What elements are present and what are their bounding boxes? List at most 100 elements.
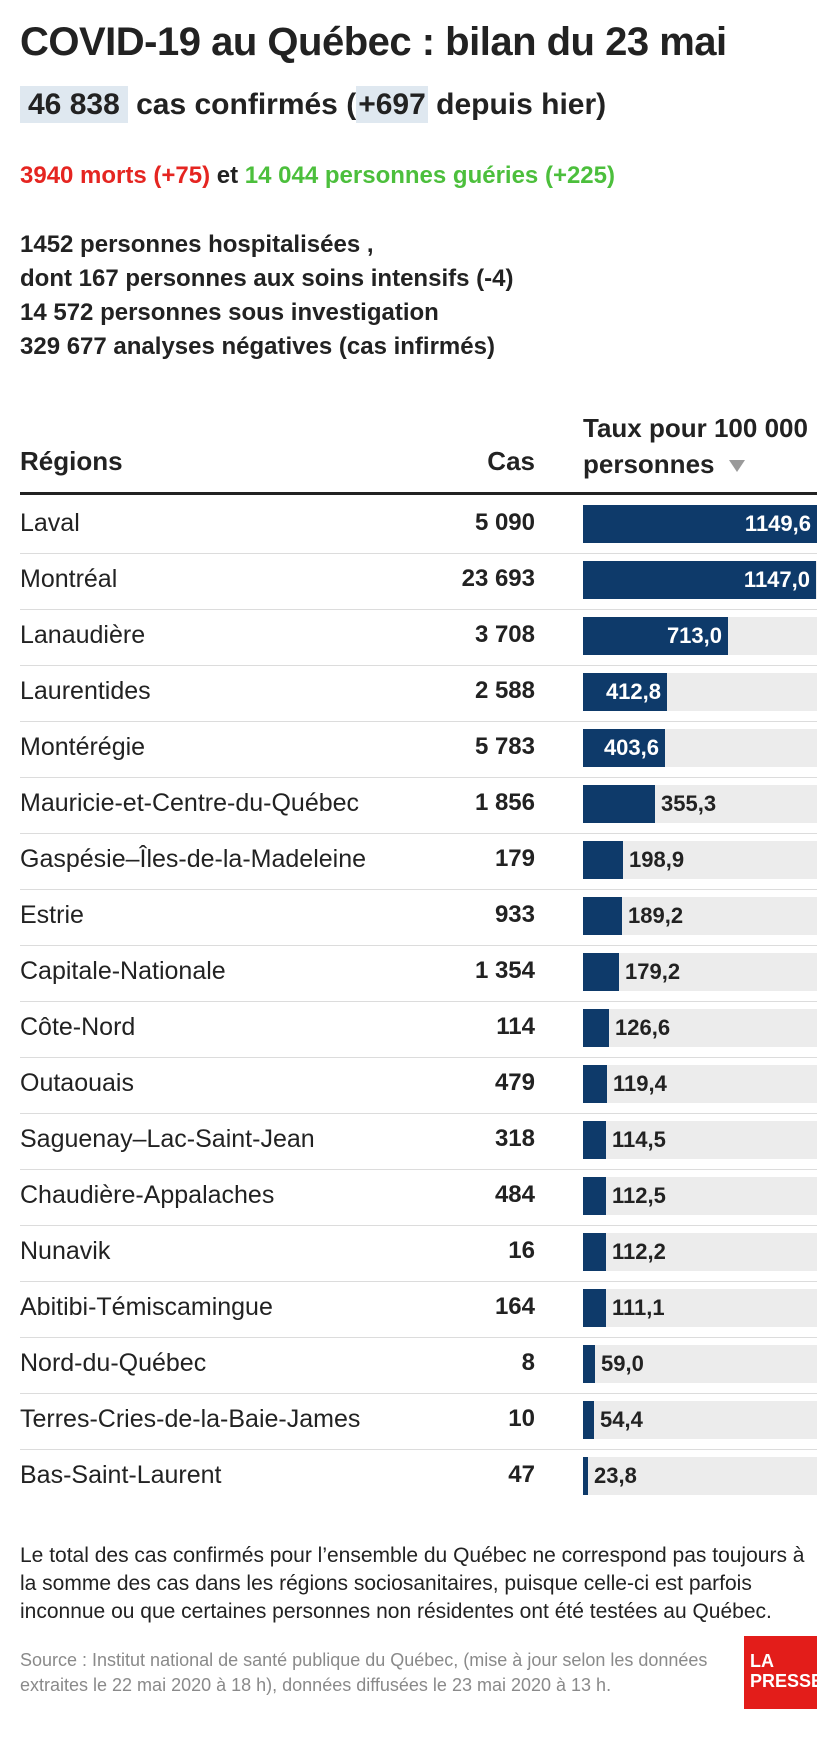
deaths-recovered-line: 3940 morts (+75) et 14 044 personnes gué… <box>20 162 615 190</box>
rate-bar-track: 111,1 <box>583 1289 817 1327</box>
rate-label: 23,8 <box>594 1463 637 1488</box>
rate-bar-track: 412,8 <box>583 673 817 711</box>
rate-bar <box>583 1289 606 1327</box>
region-name: Montréal <box>20 565 118 593</box>
logo-line1: LA <box>750 1651 774 1671</box>
region-name: Montérégie <box>20 733 146 761</box>
la-presse-logo: LA PRESSE <box>744 1636 824 1709</box>
region-name: Bas-Saint-Laurent <box>20 1461 222 1489</box>
rate-bar-track: 189,2 <box>583 897 817 935</box>
table-row: Nord-du-Québec 8 59,0 <box>20 1338 817 1394</box>
region-name: Gaspésie–Îles-de-la-Madeleine <box>20 845 367 873</box>
sort-down-triangle-icon[interactable] <box>728 460 745 473</box>
rate-bar-track: 112,2 <box>583 1233 817 1271</box>
confirmed-cases-delta: +697 <box>356 86 428 123</box>
region-cases: 933 <box>494 901 535 928</box>
rate-bar-track: 126,6 <box>583 1009 817 1047</box>
table-row: Terres-Cries-de-la-Baie-James 10 54,4 <box>20 1394 817 1450</box>
rate-bar-track: 403,6 <box>583 729 817 767</box>
table-row: Mauricie-et-Centre-du-Québec 1 856 355,3 <box>20 778 817 834</box>
table-row: Nunavik 16 112,2 <box>20 1226 817 1282</box>
rate-bar <box>583 785 655 823</box>
negative-tests-stat: 329 677 analyses négatives (cas infirmés… <box>20 333 495 360</box>
recovered-count: 14 044 personnes guéries (+225) <box>244 162 615 189</box>
rate-bar-track: 54,4 <box>583 1401 817 1439</box>
rate-bar-track: 114,5 <box>583 1121 817 1159</box>
region-cases: 10 <box>508 1405 535 1432</box>
rate-label: 179,2 <box>625 959 681 984</box>
rate-bar-track: 179,2 <box>583 953 817 991</box>
rate-label: 119,4 <box>613 1071 667 1096</box>
rate-header-line2: personnes <box>583 449 715 479</box>
table-row: Lanaudière 3 708 713,0 <box>20 610 817 666</box>
table-row: Saguenay–Lac-Saint-Jean 318 114,5 <box>20 1114 817 1170</box>
rate-label: 713,0 <box>666 623 722 648</box>
region-name: Capitale-Nationale <box>20 957 226 985</box>
region-cases: 179 <box>494 845 535 872</box>
stats-block: 1452 personnes hospitalisées , dont 167 … <box>20 228 513 364</box>
rate-bar <box>583 1009 609 1047</box>
hospitalized-stat: 1452 personnes hospitalisées , <box>20 231 374 258</box>
column-header-cases[interactable]: Cas <box>487 446 535 476</box>
rate-label: 59,0 <box>601 1351 644 1376</box>
region-name: Terres-Cries-de-la-Baie-James <box>20 1405 361 1433</box>
source-credit: Source : Institut national de santé publ… <box>20 1650 708 1695</box>
region-table: Laval 5 090 1149,6 Montréal 23 693 1147,0 Lana… <box>20 498 817 1506</box>
region-name: Estrie <box>20 901 84 929</box>
region-cases: 2 588 <box>474 677 535 704</box>
table-row: Gaspésie–Îles-de-la-Madeleine 179 198,9 <box>20 834 817 890</box>
region-name: Saguenay–Lac-Saint-Jean <box>20 1125 315 1153</box>
rate-bar <box>583 673 667 711</box>
confirmed-cases-line: 46 838 cas confirmés (+697 depuis hier) <box>20 86 606 123</box>
region-name: Nord-du-Québec <box>20 1349 207 1377</box>
footnote: Le total des cas confirmés pour l’ensemb… <box>20 1544 805 1623</box>
under-investigation-stat: 14 572 personnes sous investigation <box>20 299 439 326</box>
table-row: Outaouais 479 119,4 <box>20 1058 817 1114</box>
region-cases: 114 <box>496 1013 535 1040</box>
rate-bar <box>583 1233 606 1271</box>
rate-bar <box>583 561 816 599</box>
region-cases: 23 693 <box>461 565 535 592</box>
rate-bar-track: 713,0 <box>583 617 817 655</box>
rate-bar <box>583 841 623 879</box>
table-row: Côte-Nord 114 126,6 <box>20 1002 817 1058</box>
region-name: Outaouais <box>20 1069 134 1097</box>
rate-bar <box>583 897 622 935</box>
region-cases: 3 708 <box>474 621 535 648</box>
confirmed-cases-text: cas confirmés ( <box>127 88 357 121</box>
region-cases: 1 856 <box>474 789 535 816</box>
rate-bar <box>583 1345 595 1383</box>
rate-label: 1147,0 <box>743 567 810 592</box>
rate-bar <box>583 505 817 543</box>
rate-bar-track: 59,0 <box>583 1345 817 1383</box>
rate-bar <box>583 1121 606 1159</box>
region-cases: 5 783 <box>474 733 535 760</box>
table-row: Montréal 23 693 1147,0 <box>20 554 817 610</box>
table-row: Capitale-Nationale 1 354 179,2 <box>20 946 817 1002</box>
region-cases: 5 090 <box>474 509 535 536</box>
deaths-count: 3940 morts (+75) <box>20 162 211 189</box>
column-header-regions[interactable]: Régions <box>20 446 123 476</box>
region-cases: 479 <box>494 1069 535 1096</box>
table-row: Chaudière-Appalaches 484 112,5 <box>20 1170 817 1226</box>
deaths-and-connector: et <box>210 162 245 189</box>
rate-bar-track: 119,4 <box>583 1065 817 1103</box>
column-header-rate[interactable]: Taux pour 100 000 personnes <box>583 410 808 482</box>
rate-label: 126,6 <box>615 1015 671 1040</box>
rate-bar <box>583 1401 594 1439</box>
table-row: Laval 5 090 1149,6 <box>20 498 817 554</box>
region-name: Lanaudière <box>20 621 146 649</box>
rate-label: 54,4 <box>600 1407 643 1432</box>
region-name: Laurentides <box>20 677 151 705</box>
rate-bar-track: 1147,0 <box>583 561 817 599</box>
logo-line2: PRESSE <box>750 1671 824 1691</box>
rate-label: 412,8 <box>605 679 661 704</box>
rate-bar-track: 198,9 <box>583 841 817 879</box>
table-row: Estrie 933 189,2 <box>20 890 817 946</box>
rate-label: 114,5 <box>612 1127 666 1152</box>
region-name: Chaudière-Appalaches <box>20 1181 275 1209</box>
rate-header-line1: Taux pour 100 000 <box>583 413 808 443</box>
rate-bar <box>583 1065 607 1103</box>
table-row: Laurentides 2 588 412,8 <box>20 666 817 722</box>
rate-bar-track: 1149,6 <box>583 505 817 543</box>
